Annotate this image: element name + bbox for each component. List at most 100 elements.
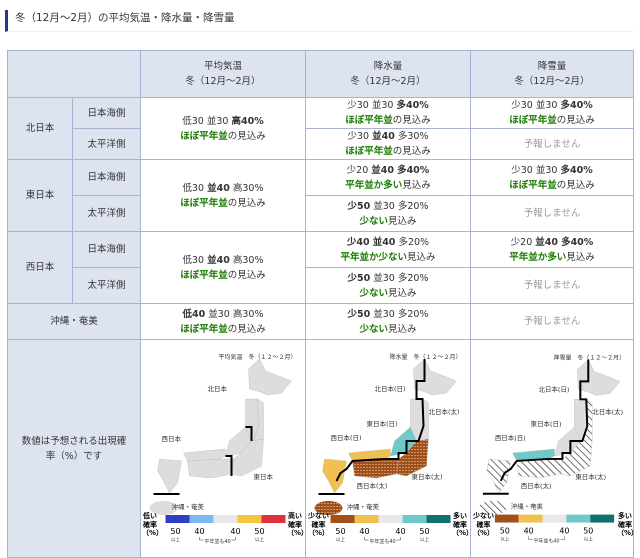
map-region-westS — [348, 448, 391, 461]
verdict-suffix: の見込み — [556, 115, 595, 126]
probability: 多40% — [397, 164, 430, 176]
verdict: ほぼ平年並 — [345, 146, 393, 157]
probabilities: 少20 並40 多40% — [471, 235, 633, 250]
legend-swatch — [213, 514, 238, 523]
verdict: ほぼ平年並 — [509, 179, 557, 191]
probability: 並30 — [373, 272, 395, 284]
probability: 並40 — [372, 236, 396, 248]
probability: 高40% — [231, 115, 264, 127]
region-border — [499, 359, 590, 481]
probabilities: 少40 並40 多20% — [306, 235, 470, 250]
legend-tick: 40 — [359, 527, 369, 536]
probability: 多30% — [397, 131, 429, 142]
probabilities: 低30 並40 高30% — [141, 181, 305, 196]
snow-north-sea: 少30 並30 多40% ほぼ平年並の見込み — [470, 97, 634, 129]
map-title: 降雪量 冬（１２～２月） — [554, 353, 625, 361]
probability: 並40 — [207, 182, 230, 194]
verdict-suffix: 見込み — [388, 287, 417, 299]
temp-west: 低30 並40 高30% ほぼ平年並の見込み — [140, 231, 306, 304]
map-label: 沖縄・奄美 — [347, 502, 380, 511]
temp-okinawa: 低40 並30 高30% ほぼ平年並の見込み — [140, 303, 306, 340]
probability: 並30 — [208, 308, 230, 320]
probabilities: 少30 並30 多40% — [306, 98, 470, 113]
probability: 並40 — [371, 164, 395, 176]
verdict-suffix: の見込み — [227, 323, 266, 335]
legend-swatch — [237, 514, 262, 523]
map-note: 数値は予想される出現確率（%）です — [7, 339, 141, 558]
verdict: 少ない — [359, 323, 388, 335]
probability: 多40% — [560, 164, 593, 176]
snow-east-sea: 少30 並30 多40% ほぼ平年並の見込み — [470, 159, 634, 196]
legend-swatch — [330, 514, 355, 523]
legend-ijo: 以上 — [584, 535, 593, 542]
probability: 並30 — [206, 115, 229, 127]
region-okinawa: 沖縄・奄美 — [7, 303, 141, 340]
legend-tick: 40 — [559, 526, 569, 535]
verdict: ほぼ平年並 — [180, 197, 228, 209]
probability: 低30 — [182, 254, 205, 266]
legend-tick: 50 — [583, 526, 593, 535]
legend-normal: 平年並も40 — [204, 538, 230, 545]
legend-tick: 50 — [419, 527, 429, 536]
legend-tick: 50 — [500, 526, 510, 535]
legend-swatch — [165, 514, 190, 523]
map-region-hok — [413, 358, 457, 395]
map-region-hok — [577, 358, 621, 396]
verdict: ほぼ平年並 — [509, 115, 557, 126]
verdict-suffix: の見込み — [227, 197, 266, 209]
map-label: 東日本(日) — [367, 419, 398, 428]
forecast-table: 平均気温 冬（12月～2月） 降水量 冬（12月～2月） 降雪量 冬（12月～2月） … — [7, 50, 638, 558]
map-label: 西日本(太) — [357, 481, 388, 490]
probabilities: 少20 並40 多40% — [306, 163, 470, 178]
region-border — [225, 425, 253, 476]
map-region-okinawa — [314, 500, 343, 515]
probability: 少50 — [347, 272, 371, 284]
probability: 高30% — [232, 254, 264, 266]
legend-tick: 40 — [194, 527, 204, 536]
probability: 並30 — [535, 164, 558, 176]
legend-normal: 平年並も40 — [533, 537, 559, 544]
probability: 多40% — [561, 236, 594, 248]
legend-swatch — [378, 514, 403, 523]
probability: 低30 — [182, 115, 204, 127]
map-title: 平均気温 冬（１２～２月） — [218, 353, 296, 361]
verdict-suffix: 見込み — [407, 251, 436, 263]
map-region-okinawa — [478, 500, 507, 515]
probability: 少50 — [347, 308, 371, 320]
verdict: ほぼ平年並 — [345, 115, 393, 126]
probabilities: 低40 並30 高30% — [141, 307, 305, 322]
probability: 少30 — [511, 100, 533, 111]
probability: 少30 — [347, 100, 369, 111]
probability: 少40 — [346, 236, 370, 248]
verdict: 少ない — [359, 287, 388, 299]
verdict-suffix: 見込み — [566, 251, 595, 263]
probability: 少20 — [510, 236, 533, 248]
probability: 並30 — [371, 100, 394, 111]
probability: 少30 — [347, 131, 370, 142]
legend-tick: 40 — [230, 527, 240, 536]
probabilities: 少30 並40 多30% — [306, 129, 470, 144]
verdict-suffix: の見込み — [227, 130, 266, 142]
map-region-kyu — [157, 458, 182, 493]
header-snow: 降雪量 冬（12月～2月） — [470, 50, 634, 98]
snow-east-pac: 予報しません — [470, 195, 634, 232]
map-label: 西日本(太) — [521, 480, 552, 489]
probabilities: 低30 並30 高40% — [141, 114, 305, 129]
map-label: 北日本(太) — [429, 407, 460, 416]
region-west: 西日本 — [7, 231, 73, 304]
precip-north-pac: 少30 並40 多30% ほぼ平年並の見込み — [305, 128, 471, 160]
probabilities: 少50 並30 多20% — [306, 271, 470, 286]
legend-tick: 40 — [524, 526, 534, 535]
map-region-hok — [248, 358, 292, 395]
section-title: 冬（12月～2月）の平均気温・降水量・降雪量 — [5, 10, 633, 32]
legend-swatch — [494, 514, 519, 523]
probability: 高30% — [232, 308, 264, 320]
precip-map-svg: 降水量 冬（１２～２月） 北日本(日) 北日本(太) 東日本(日) 西日本(日) 東日本(… — [314, 353, 462, 545]
map-label: 北日本(太) — [592, 407, 623, 416]
temp-map: 平均気温 冬（１２～２月） 北日本 西日本 東日本 沖縄・奄美 50 40 40 50 以上 以上平… — [140, 339, 308, 558]
verdict-suffix: の見込み — [227, 269, 266, 281]
verdict-suffix: 見込み — [402, 179, 431, 191]
map-label: 西日本 — [162, 434, 182, 443]
map-region-westP — [516, 458, 563, 478]
